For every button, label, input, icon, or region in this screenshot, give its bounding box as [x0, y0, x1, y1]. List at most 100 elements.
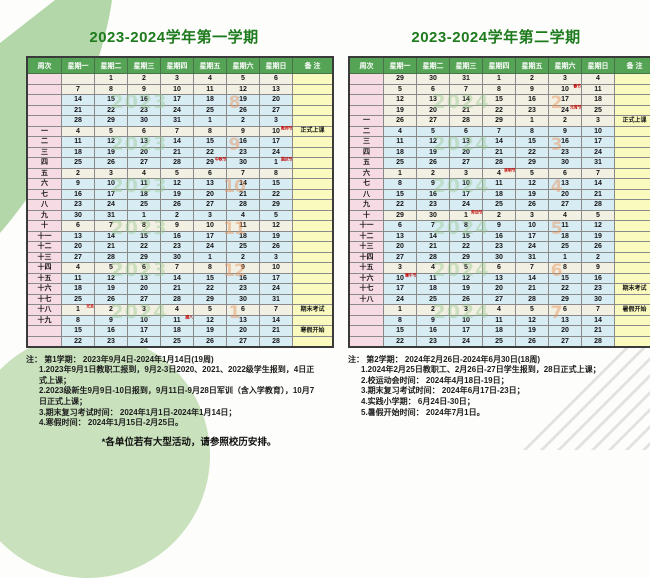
- week-number-cell: 二: [27, 137, 62, 148]
- date-cell: 29: [549, 294, 582, 305]
- date-cell: 18: [483, 326, 516, 337]
- date-cell: 19: [450, 284, 483, 295]
- column-header: 周次: [349, 57, 384, 74]
- remark-cell: [615, 189, 650, 200]
- date-cell: 6: [128, 263, 161, 274]
- date-cell: 15: [260, 179, 293, 190]
- date-cell: 9: [417, 179, 450, 190]
- date-cell: 11: [384, 137, 417, 148]
- date-cell: 20: [128, 284, 161, 295]
- week-number-cell: [27, 116, 62, 127]
- date-cell: 23: [128, 105, 161, 116]
- week-number-cell: 一: [27, 126, 62, 137]
- date-cell: 17: [128, 326, 161, 337]
- date-cell: 8: [483, 84, 516, 95]
- date-cell: 12: [582, 221, 615, 232]
- date-cell: 3: [194, 210, 227, 221]
- festival-label: 端午节: [405, 274, 416, 278]
- date-cell: 16: [227, 137, 260, 148]
- date-cell: 25: [483, 200, 516, 211]
- date-cell: [62, 74, 95, 85]
- remark-cell: [293, 84, 334, 95]
- date-cell: 2: [95, 305, 128, 316]
- date-cell: 13: [483, 273, 516, 284]
- remark-cell: [293, 242, 334, 253]
- date-cell: 2: [128, 74, 161, 85]
- date-cell: 18: [417, 284, 450, 295]
- remark-cell: [615, 74, 650, 85]
- date-cell: 29: [260, 200, 293, 211]
- remark-cell: [293, 284, 334, 295]
- week-number-cell: 十二: [27, 242, 62, 253]
- date-cell: 28: [260, 336, 293, 347]
- column-header: 星期日: [260, 57, 293, 74]
- festival-label: 中秋节: [215, 158, 226, 162]
- date-cell: 9: [227, 126, 260, 137]
- remark-cell: [615, 147, 650, 158]
- date-cell: 17: [95, 189, 128, 200]
- date-cell: 15: [62, 326, 95, 337]
- date-cell: 10: [95, 179, 128, 190]
- date-cell: 2: [582, 252, 615, 263]
- date-cell: 22: [450, 242, 483, 253]
- date-cell: 19: [95, 284, 128, 295]
- date-cell: 19: [161, 189, 194, 200]
- date-cell: 3: [260, 252, 293, 263]
- date-cell: 3: [95, 168, 128, 179]
- date-cell: 16: [417, 326, 450, 337]
- date-cell: 11: [194, 84, 227, 95]
- remark-cell: [615, 242, 650, 253]
- week-number-cell: 十: [27, 221, 62, 232]
- week-number-cell: 一: [349, 116, 384, 127]
- date-cell: 21: [582, 189, 615, 200]
- date-cell: 18: [483, 189, 516, 200]
- date-cell: 17: [161, 95, 194, 106]
- date-cell: 27: [417, 116, 450, 127]
- date-cell: 23: [62, 200, 95, 211]
- date-cell: 22: [128, 242, 161, 253]
- date-cell: 19: [582, 231, 615, 242]
- date-cell: 12: [450, 273, 483, 284]
- date-cell: 6: [62, 221, 95, 232]
- remark-cell: [293, 210, 334, 221]
- date-cell: 8: [62, 315, 95, 326]
- remark-cell: [293, 158, 334, 169]
- date-cell: 4: [62, 126, 95, 137]
- date-cell: 16: [161, 231, 194, 242]
- date-cell: 25: [483, 336, 516, 347]
- date-cell: 13: [549, 315, 582, 326]
- date-cell: 10: [260, 263, 293, 274]
- date-cell: 9: [549, 126, 582, 137]
- remark-cell: [293, 116, 334, 127]
- date-cell: 6: [549, 305, 582, 316]
- week-number-cell: [27, 74, 62, 85]
- date-cell: 2: [227, 252, 260, 263]
- date-cell: 6: [260, 74, 293, 85]
- first-semester-panel: 2023-2024学年第一学期 周次星期一星期二星期三星期四星期五星期六星期日备…: [26, 26, 322, 448]
- date-cell: 14: [516, 273, 549, 284]
- festival-label: 国庆节: [281, 158, 292, 162]
- week-number-cell: 七: [349, 179, 384, 190]
- date-cell: 27: [450, 158, 483, 169]
- remark-cell: [293, 95, 334, 106]
- date-cell: 4: [417, 263, 450, 274]
- date-cell: 21: [227, 189, 260, 200]
- date-cell: 29: [128, 252, 161, 263]
- date-cell: 28: [516, 294, 549, 305]
- date-cell: 6: [227, 305, 260, 316]
- date-cell: 29: [450, 252, 483, 263]
- date-cell: 5: [582, 210, 615, 221]
- date-cell: 20: [227, 326, 260, 337]
- date-cell: 11: [227, 221, 260, 232]
- remark-cell: [615, 294, 650, 305]
- note-line: 5.暑假开始时间： 2024年7月1日。: [348, 408, 644, 419]
- date-cell: 9: [516, 84, 549, 95]
